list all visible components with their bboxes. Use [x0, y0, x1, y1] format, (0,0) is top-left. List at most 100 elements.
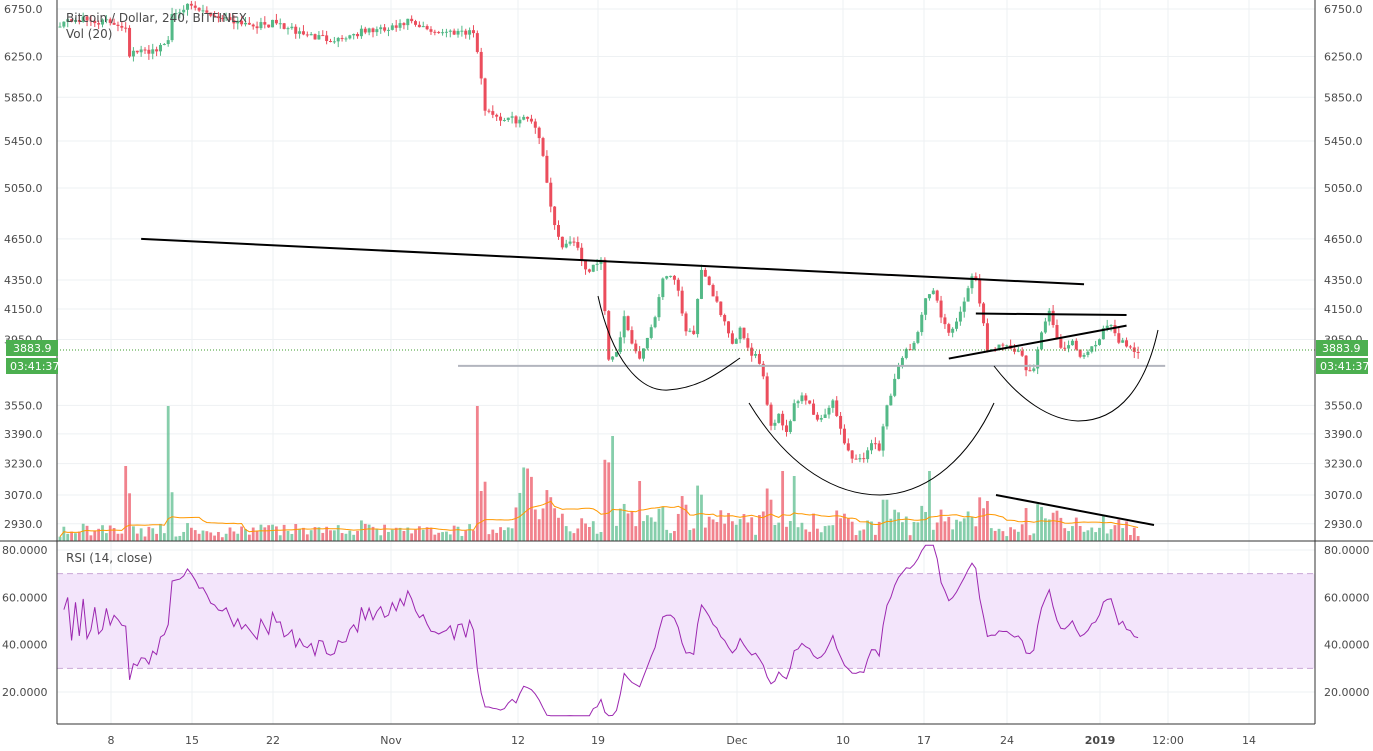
candle-body: [460, 30, 464, 32]
volume-bar: [881, 499, 885, 541]
volume-bar: [363, 523, 367, 541]
candle-body: [564, 243, 568, 248]
volume-bar: [951, 529, 955, 541]
volume-bar: [325, 526, 329, 541]
candle-body: [131, 50, 135, 57]
volume-bar: [1074, 517, 1078, 541]
volume-bar: [93, 530, 97, 541]
volume-bar: [696, 485, 700, 541]
volume-bar: [406, 527, 410, 541]
volume-bar: [1086, 530, 1090, 541]
volume-bar: [367, 524, 371, 541]
candle-body: [170, 13, 174, 41]
candle-body: [379, 27, 383, 30]
volume-bar: [796, 527, 800, 541]
drawings[interactable]: [141, 237, 1166, 526]
volume-bar: [568, 531, 572, 541]
volume-bar: [1024, 508, 1028, 541]
candle-body: [556, 225, 560, 237]
candle-body: [224, 17, 228, 19]
volume-bar: [1051, 512, 1055, 541]
candle-body: [502, 119, 506, 121]
candle-body: [1078, 349, 1082, 357]
price-tick-label-left: 4650.0: [4, 233, 43, 246]
candle-body: [151, 49, 155, 54]
rsi-tick-label-right: 40.0000: [1324, 639, 1370, 652]
volume-bar: [437, 532, 441, 541]
volume-bar: [939, 509, 943, 541]
volume-bar: [889, 518, 893, 541]
volume-bar: [545, 490, 549, 541]
candle-body: [128, 27, 132, 57]
candle-body: [649, 327, 653, 338]
candle-body: [642, 348, 646, 359]
volume-bar: [777, 522, 781, 541]
candle-body: [927, 294, 931, 299]
candle-body: [417, 24, 421, 28]
candle-body: [1097, 339, 1101, 345]
candle-body: [595, 263, 599, 265]
candle-body: [727, 321, 731, 334]
volume-bar: [499, 527, 502, 541]
price-tick-label-left: 4150.0: [4, 303, 43, 316]
volume-bar: [174, 536, 178, 541]
candle-body: [255, 26, 259, 29]
candle-body: [356, 34, 360, 37]
volume-bar: [1055, 510, 1059, 541]
candle-body: [970, 276, 974, 289]
volume-bar: [220, 537, 224, 541]
candle-body: [665, 276, 669, 279]
chart-title: Bitcoin / Dollar, 240, BITFINEX: [66, 11, 247, 25]
volume-bar: [356, 530, 359, 541]
volume-bar: [383, 524, 386, 541]
candle-body: [89, 20, 93, 22]
volume-bar: [877, 521, 881, 541]
price-tick-label-left: 3230.0: [4, 458, 43, 471]
volume-bar: [495, 532, 499, 541]
candle-body: [858, 458, 862, 460]
candle-body: [259, 22, 263, 29]
volume-bar: [132, 526, 135, 541]
candle-body: [955, 321, 959, 329]
volume-bar: [344, 533, 348, 541]
volume-bar: [502, 530, 506, 541]
candle-body: [839, 415, 843, 429]
candle-body: [784, 425, 788, 432]
volume-bar: [692, 528, 696, 541]
countdown-text-right: 03:41:37: [1320, 360, 1369, 373]
candle-body: [931, 290, 935, 295]
candle-body: [371, 28, 375, 33]
candle-body: [854, 458, 858, 460]
time-tick-label: 10: [836, 734, 850, 747]
volume-bar: [522, 467, 526, 541]
candle-body: [1020, 350, 1024, 356]
candle-body: [545, 155, 549, 183]
volume-trend-line: [995, 494, 1155, 526]
volume-bar: [533, 509, 537, 541]
volume-bar: [908, 535, 912, 541]
candle-body: [576, 242, 580, 248]
volume-bar: [128, 493, 131, 541]
volume-bar: [1129, 535, 1132, 541]
candle-body: [444, 31, 448, 33]
candle-body: [638, 351, 642, 359]
volume-bar: [843, 513, 846, 541]
candle-body: [777, 413, 781, 423]
volume-bar: [669, 533, 672, 541]
volume-bar: [371, 526, 375, 541]
candle-body: [533, 121, 537, 128]
candle-body: [939, 300, 943, 318]
candle-body: [101, 19, 105, 25]
volume-bar: [642, 521, 645, 541]
volume-bar: [66, 533, 70, 541]
candle-body: [1016, 350, 1020, 352]
last-price-badge-right: 3883.9: [1316, 340, 1368, 356]
candle-body: [1005, 345, 1009, 347]
candle-body: [147, 49, 151, 54]
candle-body: [1067, 345, 1071, 349]
volume-bar: [379, 535, 383, 541]
candle-body: [456, 30, 460, 35]
volume-bar: [251, 527, 255, 541]
volume-bar: [947, 516, 951, 541]
